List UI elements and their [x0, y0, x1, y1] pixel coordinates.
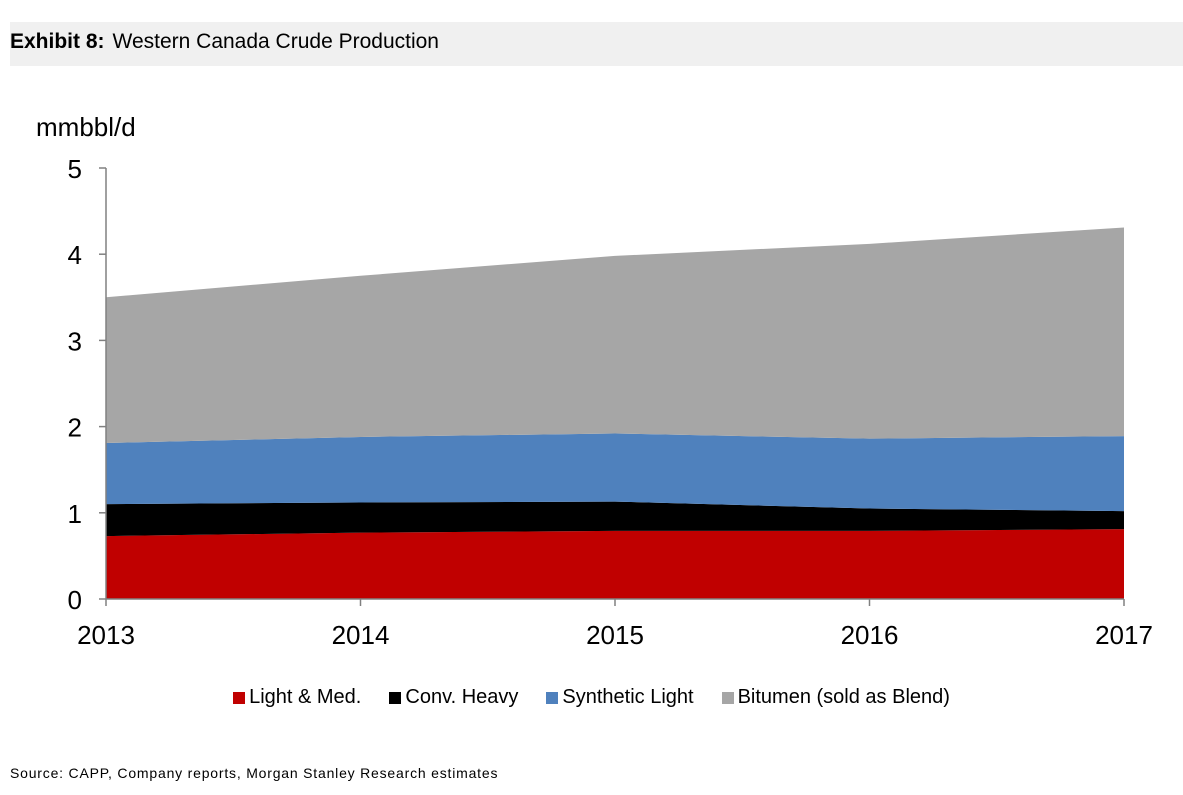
legend-label: Light & Med.: [249, 686, 362, 708]
y-tick-label: 2: [68, 413, 82, 443]
legend-swatch: [389, 691, 402, 704]
area-series-1: [106, 501, 1124, 537]
legend-label: Conv. Heavy: [405, 686, 519, 708]
y-axis-label: mmbbl/d: [36, 112, 136, 142]
axes-group: 0 1 2 3 4 5 2013 2014 2015 2016 2017: [68, 154, 1153, 650]
area-series-2: [106, 433, 1124, 512]
legend-item: Bitumen (sold as Blend): [721, 686, 950, 709]
source-note: Source: CAPP, Company reports, Morgan St…: [10, 765, 499, 781]
stacked-area-chart: 0 1 2 3 4 5 2013 2014 2015 2016 2017 mmbbl/d: [36, 112, 1153, 650]
legend-item: Conv. Heavy: [389, 686, 518, 709]
legend-swatch: [721, 691, 734, 704]
x-tick-label: 2017: [1095, 620, 1153, 650]
legend-label: Bitumen (sold as Blend): [737, 686, 950, 708]
y-tick-label: 3: [68, 326, 82, 356]
area-series-3: [106, 227, 1124, 443]
chart-legend: Light & Med. Conv. Heavy Synthetic Light Bi…: [0, 686, 1183, 710]
legend-item: Synthetic Light: [546, 686, 694, 709]
x-tick-label: 2013: [77, 620, 135, 650]
y-tick-label: 5: [68, 154, 82, 184]
exhibit-label: Exhibit 8:: [10, 30, 105, 53]
legend-swatch: [546, 691, 559, 704]
y-tick-label: 1: [68, 499, 82, 529]
area-series-group: [106, 227, 1124, 599]
y-tick-label: 0: [68, 585, 82, 615]
exhibit-title: Exhibit 8: Western Canada Crude Productio…: [10, 30, 439, 54]
legend-label: Synthetic Light: [562, 686, 694, 708]
x-tick-label: 2015: [586, 620, 644, 650]
chart-title: Western Canada Crude Production: [112, 30, 439, 53]
legend-item: Light & Med.: [233, 686, 361, 709]
exhibit-header-band: [10, 22, 1183, 66]
x-tick-label: 2014: [332, 620, 390, 650]
legend-swatch: [233, 691, 246, 704]
area-series-0: [106, 529, 1124, 599]
y-tick-label: 4: [68, 240, 82, 270]
x-tick-label: 2016: [841, 620, 899, 650]
